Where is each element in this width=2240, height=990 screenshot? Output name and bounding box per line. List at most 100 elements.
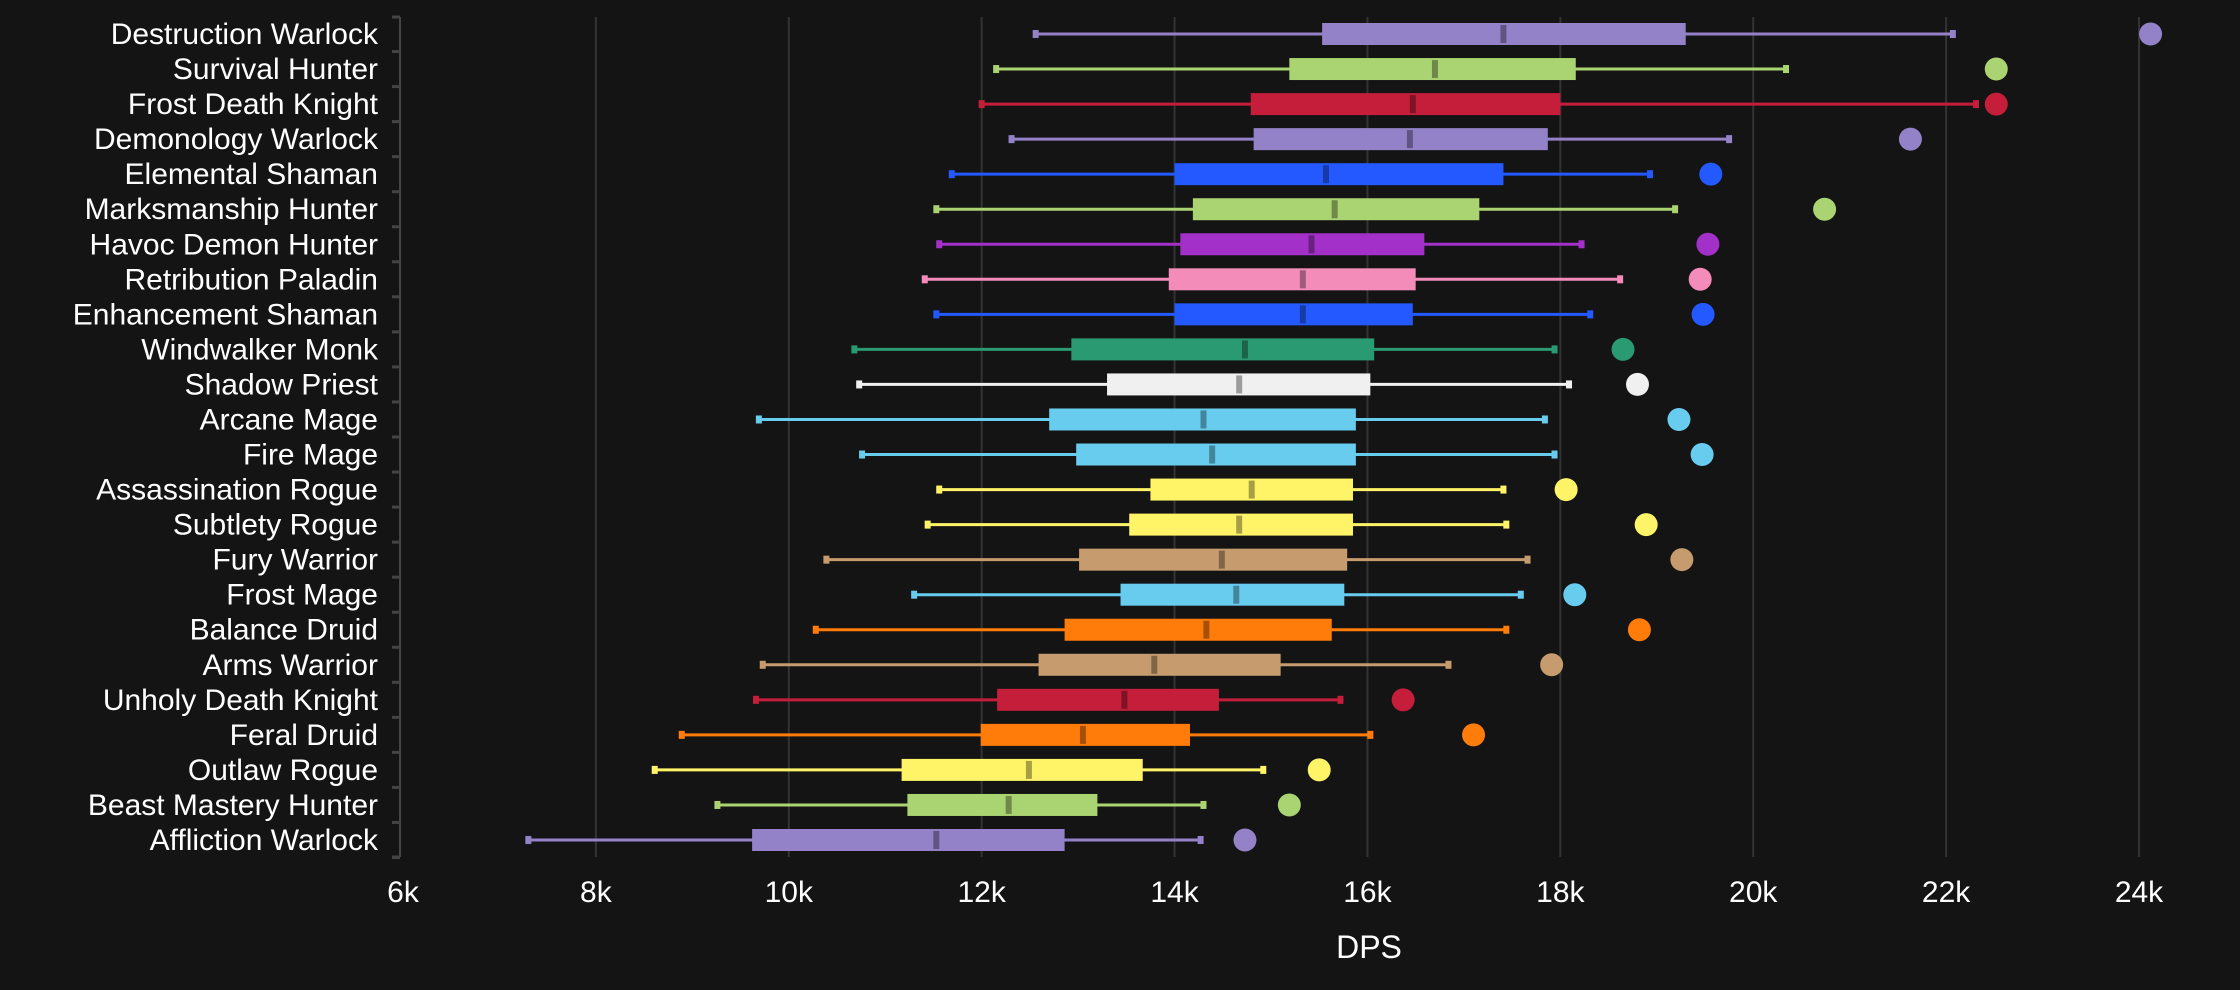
median-mark bbox=[1308, 235, 1315, 254]
box-row: Arcane Mage bbox=[200, 403, 1691, 436]
iqr-box bbox=[1076, 443, 1356, 466]
whisker-min-cap bbox=[933, 310, 940, 319]
row-label: Windwalker Monk bbox=[141, 333, 379, 366]
whisker-max-cap bbox=[1726, 135, 1733, 144]
box-row: Unholy Death Knight bbox=[103, 684, 1415, 717]
whisker-min-cap bbox=[755, 415, 762, 424]
whisker-min-cap bbox=[924, 520, 931, 529]
x-tick-label: 16k bbox=[1343, 876, 1392, 909]
iqr-box bbox=[1049, 408, 1356, 431]
outlier-point bbox=[1540, 653, 1564, 677]
whisker-min-cap bbox=[823, 555, 830, 564]
iqr-box bbox=[1322, 23, 1686, 45]
iqr-box bbox=[1150, 478, 1353, 501]
x-axis: 6k 8k 10k 12k 14k 16k 18k 20k 22k 24k bbox=[387, 876, 2164, 909]
whisker-max-cap bbox=[1367, 730, 1374, 739]
x-tick-label: 22k bbox=[1922, 876, 1971, 909]
row-label: Assassination Rogue bbox=[96, 474, 378, 507]
median-mark bbox=[1331, 200, 1338, 219]
outlier-point bbox=[1627, 618, 1651, 642]
x-tick-label: 18k bbox=[1536, 876, 1585, 909]
x-tick-label: 20k bbox=[1729, 876, 1778, 909]
iqr-box bbox=[1289, 58, 1576, 81]
box-row: Beast Mastery Hunter bbox=[88, 789, 1301, 822]
median-mark bbox=[1409, 95, 1416, 114]
whisker-min-cap bbox=[678, 730, 685, 739]
outlier-point bbox=[1611, 337, 1635, 361]
median-mark bbox=[1248, 480, 1255, 499]
iqr-box bbox=[752, 829, 1065, 851]
y-axis bbox=[392, 15, 401, 860]
x-axis-title: DPS bbox=[1336, 929, 1402, 965]
iqr-box bbox=[1107, 373, 1371, 396]
median-mark bbox=[1121, 690, 1128, 709]
median-mark bbox=[1236, 375, 1243, 394]
outlier-point bbox=[1277, 793, 1301, 817]
iqr-box bbox=[901, 758, 1143, 781]
whisker-max-cap bbox=[1551, 450, 1558, 459]
whisker-max-cap bbox=[1503, 625, 1510, 634]
row-label: Survival Hunter bbox=[173, 53, 378, 86]
median-mark bbox=[1233, 585, 1240, 604]
outlier-point bbox=[1813, 197, 1837, 221]
whisker-min-cap bbox=[933, 205, 940, 214]
outlier-point bbox=[1462, 723, 1486, 747]
whisker-min-cap bbox=[978, 100, 985, 109]
box-row: Retribution Paladin bbox=[125, 263, 1712, 296]
whisker-min-cap bbox=[759, 660, 766, 669]
outlier-point bbox=[1699, 162, 1723, 186]
row-label: Elemental Shaman bbox=[125, 158, 378, 191]
outlier-point bbox=[1984, 92, 2008, 116]
whisker-min-cap bbox=[993, 65, 1000, 74]
iqr-box bbox=[997, 688, 1219, 711]
median-mark bbox=[1200, 410, 1207, 429]
outlier-point bbox=[1307, 758, 1331, 782]
iqr-box bbox=[1064, 618, 1332, 641]
row-label: Fire Mage bbox=[243, 439, 378, 472]
whisker-min-cap bbox=[856, 380, 863, 389]
box-row: Fire Mage bbox=[243, 439, 1714, 472]
iqr-box bbox=[1120, 583, 1345, 606]
x-tick-label: 12k bbox=[957, 876, 1006, 909]
whisker-min-cap bbox=[936, 485, 943, 494]
median-mark bbox=[1218, 550, 1225, 569]
whisker-max-cap bbox=[1551, 345, 1558, 354]
x-tick-label: 10k bbox=[765, 876, 814, 909]
median-mark bbox=[1406, 130, 1413, 149]
median-mark bbox=[1322, 165, 1329, 184]
median-mark bbox=[1431, 60, 1438, 79]
row-label: Beast Mastery Hunter bbox=[88, 789, 378, 822]
whisker-max-cap bbox=[1566, 380, 1573, 389]
whisker-min-cap bbox=[525, 836, 532, 844]
box-row: Subtlety Rogue bbox=[173, 509, 1658, 542]
row-label: Demonology Warlock bbox=[94, 123, 379, 156]
median-mark bbox=[933, 831, 940, 849]
iqr-box bbox=[1079, 548, 1348, 571]
outlier-point bbox=[1696, 232, 1720, 256]
outlier-point bbox=[1688, 267, 1712, 291]
whisker-min-cap bbox=[921, 275, 928, 284]
box-row: Outlaw Rogue bbox=[188, 754, 1331, 787]
iqr-box bbox=[1129, 513, 1353, 536]
median-mark bbox=[1299, 305, 1306, 324]
box-row: Assassination Rogue bbox=[96, 474, 1578, 507]
median-mark bbox=[1079, 725, 1086, 744]
whisker-max-cap bbox=[1949, 30, 1956, 38]
x-tick-label: 24k bbox=[2115, 876, 2164, 909]
whisker-max-cap bbox=[1517, 590, 1524, 599]
row-label: Shadow Priest bbox=[185, 368, 379, 401]
whisker-min-cap bbox=[948, 170, 955, 179]
box-row: Elemental Shaman bbox=[125, 158, 1723, 191]
row-label: Frost Death Knight bbox=[128, 88, 379, 121]
box-row: Frost Death Knight bbox=[128, 88, 2008, 121]
row-label: Feral Druid bbox=[230, 719, 378, 752]
whisker-min-cap bbox=[812, 625, 819, 634]
box-row: Arms Warrior bbox=[202, 649, 1564, 682]
whisker-min-cap bbox=[752, 695, 759, 704]
row-label: Unholy Death Knight bbox=[103, 684, 379, 717]
outlier-point bbox=[1691, 302, 1715, 326]
box-row: Demonology Warlock bbox=[94, 123, 1922, 156]
whisker-max-cap bbox=[1197, 836, 1204, 844]
median-mark bbox=[1151, 655, 1158, 674]
row-label: Marksmanship Hunter bbox=[85, 193, 378, 226]
